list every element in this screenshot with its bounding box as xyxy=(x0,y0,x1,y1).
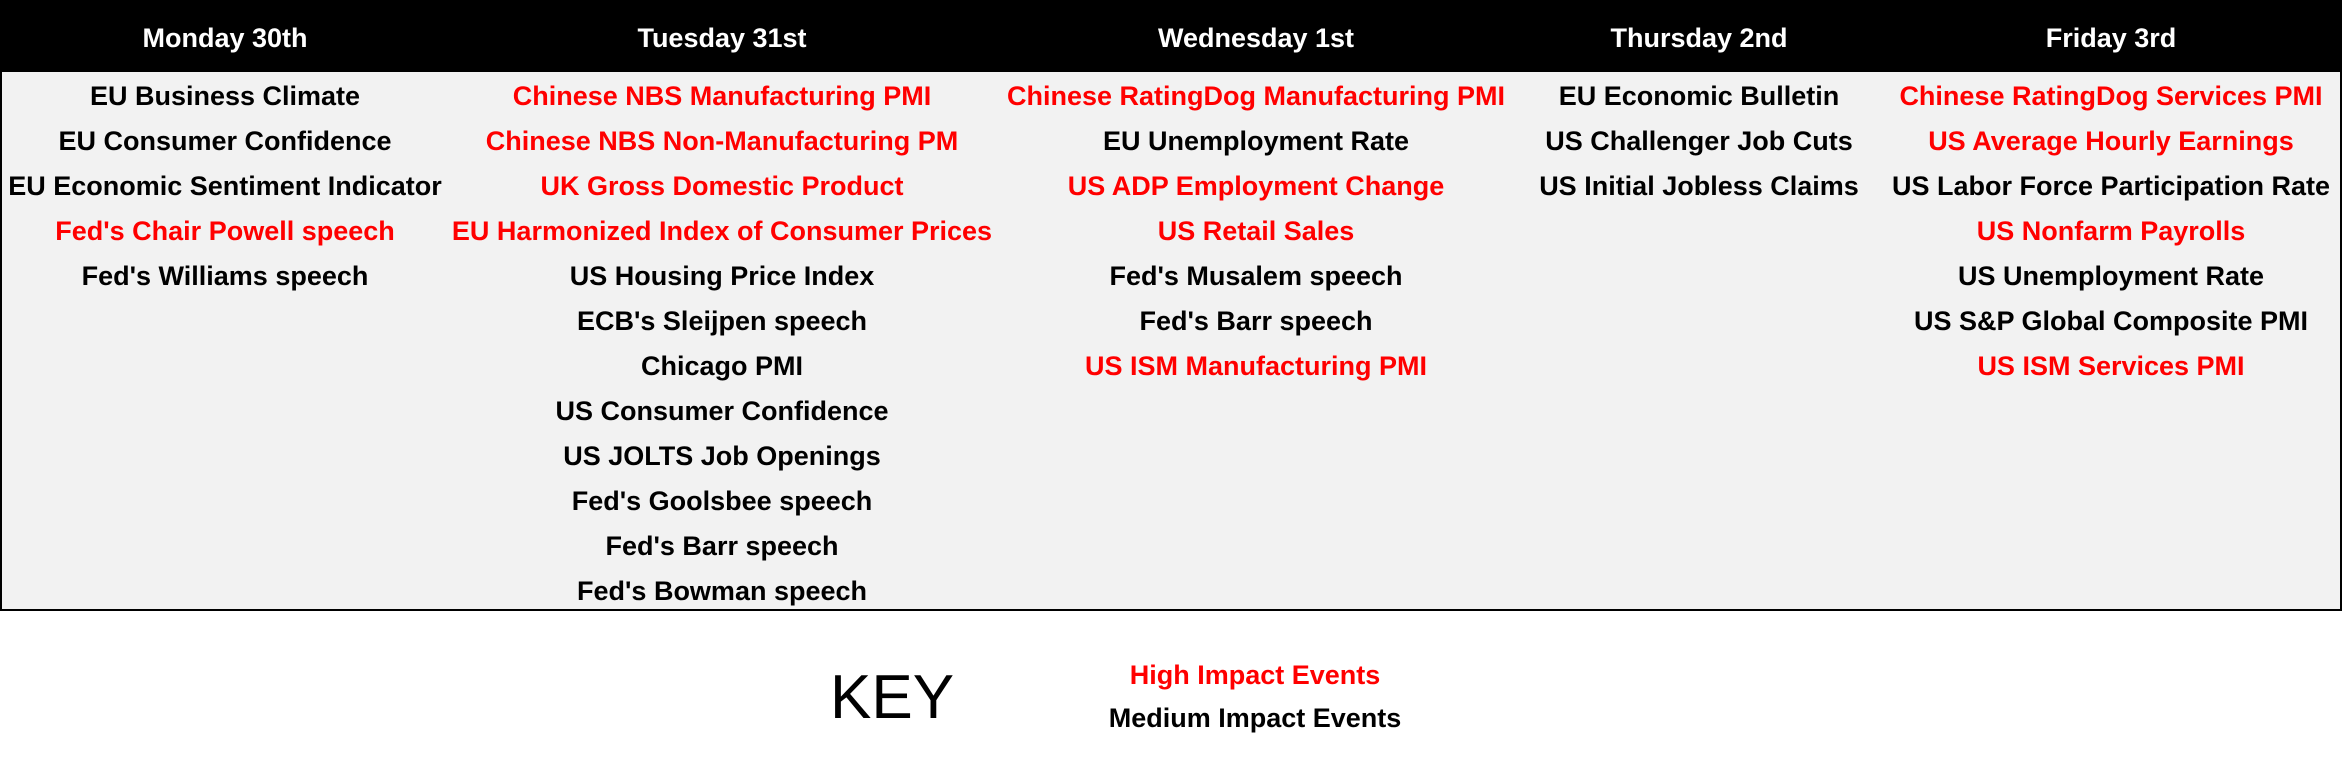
day-header-thursday: Thursday 2nd xyxy=(1610,23,1788,53)
event-item: US JOLTS Job Openings xyxy=(563,441,881,471)
event-item: Fed's Musalem speech xyxy=(1109,261,1403,291)
event-item: US Retail Sales xyxy=(1157,216,1355,246)
event-item: US Nonfarm Payrolls xyxy=(1976,216,2246,246)
day-column-wednesday: Chinese RatingDog Manufacturing PMI EU U… xyxy=(996,74,1516,389)
day-column-friday: Chinese RatingDog Services PMI US Averag… xyxy=(1882,74,2340,389)
event-item: UK Gross Domestic Product xyxy=(540,171,904,201)
key-high-impact: High Impact Events xyxy=(1129,660,1381,690)
event-item: EU Harmonized Index of Consumer Prices xyxy=(451,216,993,246)
day-column-tuesday: Chinese NBS Manufacturing PMI Chinese NB… xyxy=(448,74,996,614)
event-item: US Consumer Confidence xyxy=(555,396,889,426)
event-item: US Initial Jobless Claims xyxy=(1539,171,1859,201)
event-item: Fed's Chair Powell speech xyxy=(55,216,395,246)
event-item: EU Consumer Confidence xyxy=(58,126,392,156)
event-item: US ADP Employment Change xyxy=(1067,171,1445,201)
event-item: Fed's Barr speech xyxy=(1139,306,1373,336)
event-item: Fed's Bowman speech xyxy=(577,576,867,606)
event-item: US Average Hourly Earnings xyxy=(1928,126,2294,156)
event-item: Chicago PMI xyxy=(640,351,803,381)
event-item: US ISM Manufacturing PMI xyxy=(1084,351,1427,381)
event-item: EU Economic Bulletin xyxy=(1558,81,1840,111)
day-header-friday: Friday 3rd xyxy=(2045,23,2177,53)
event-item: Chinese RatingDog Services PMI xyxy=(1899,81,2323,111)
calendar-header-row: Monday 30th Tuesday 31st Wednesday 1st T… xyxy=(2,2,2340,72)
event-item: Chinese NBS Manufacturing PMI xyxy=(512,81,932,111)
event-item: EU Economic Sentiment Indicator xyxy=(8,171,442,201)
event-item: US Housing Price Index xyxy=(569,261,875,291)
event-item: Fed's Goolsbee speech xyxy=(571,486,873,516)
key-title: KEY xyxy=(830,663,955,732)
event-item: Chinese RatingDog Manufacturing PMI xyxy=(1006,81,1505,111)
day-column-monday: EU Business Climate EU Consumer Confiden… xyxy=(2,74,448,299)
event-item: US Challenger Job Cuts xyxy=(1545,126,1853,156)
event-item: ECB's Sleijpen speech xyxy=(576,306,868,336)
event-item: EU Unemployment Rate xyxy=(1102,126,1410,156)
economic-calendar: Monday 30th Tuesday 31st Wednesday 1st T… xyxy=(0,0,2342,611)
event-item: US S&P Global Composite PMI xyxy=(1913,306,2309,336)
day-header-wednesday: Wednesday 1st xyxy=(1157,23,1355,53)
event-item: EU Business Climate xyxy=(89,81,361,111)
day-column-thursday: EU Economic Bulletin US Challenger Job C… xyxy=(1516,74,1882,209)
event-item: US Unemployment Rate xyxy=(1957,261,2265,291)
event-item: US ISM Services PMI xyxy=(1977,351,2245,381)
event-item: Chinese NBS Non-Manufacturing PM xyxy=(485,126,959,156)
event-item: US Labor Force Participation Rate xyxy=(1891,171,2331,201)
key-medium-impact: Medium Impact Events xyxy=(1108,703,1402,733)
event-item: Fed's Williams speech xyxy=(81,261,369,291)
day-header-monday: Monday 30th xyxy=(142,23,308,53)
day-header-tuesday: Tuesday 31st xyxy=(637,23,807,53)
event-item: Fed's Barr speech xyxy=(605,531,839,561)
